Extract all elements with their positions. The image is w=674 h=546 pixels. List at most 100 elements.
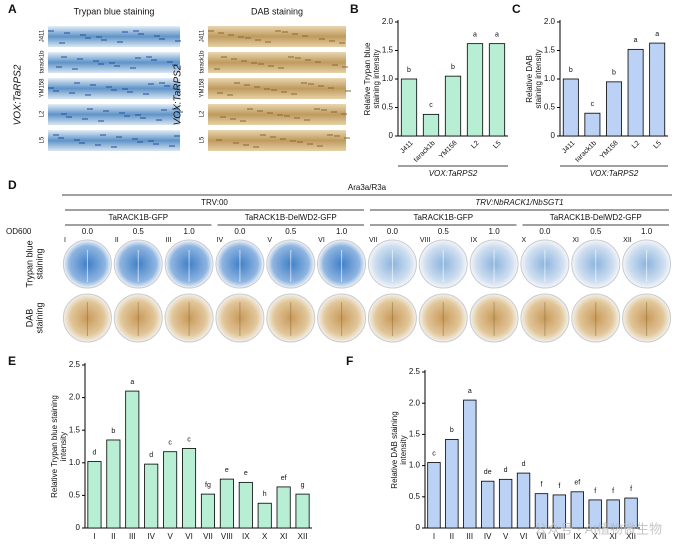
bar	[295, 493, 310, 529]
row-label: J411	[40, 29, 46, 42]
stain-strip	[48, 26, 180, 47]
stain-speck	[79, 142, 85, 144]
y-tick-label: 1.5	[69, 425, 81, 434]
stain-speck	[327, 134, 333, 136]
stain-speck	[314, 108, 320, 110]
sample-label: VI	[318, 237, 325, 244]
stain-speck	[175, 40, 181, 42]
panel-title: Trypan blue staining	[74, 6, 155, 16]
stain-speck	[133, 30, 139, 32]
stain-speck	[77, 58, 83, 60]
x-tick-label: I	[433, 532, 435, 541]
stain-speck	[275, 30, 281, 32]
bar	[219, 478, 234, 529]
stain-speck	[69, 92, 75, 94]
stain-speck	[295, 57, 301, 59]
stain-speck	[208, 30, 214, 32]
y-axis-title: intensity	[59, 432, 68, 461]
stain-speck	[114, 65, 120, 67]
stain-speck	[161, 109, 167, 111]
stain-speck	[247, 108, 253, 110]
stain-speck	[56, 66, 62, 68]
stain-speck	[143, 93, 149, 95]
y-tick-label: 0.5	[409, 492, 421, 501]
stain-speck	[244, 84, 250, 86]
panel-letter: B	[350, 2, 359, 16]
bar	[606, 81, 622, 137]
x-tick-label: V	[503, 532, 509, 541]
bar-annotation: c	[187, 436, 191, 443]
stain-speck	[159, 82, 165, 84]
x-tick-label: III	[129, 532, 136, 541]
sample-label: X	[522, 237, 527, 244]
stain-speck	[85, 94, 91, 96]
bar	[422, 113, 440, 137]
stain-speck	[292, 33, 298, 35]
y-tick-label: 0.5	[69, 491, 81, 500]
y-tick-label: 2.0	[544, 17, 556, 26]
stain-speck	[291, 93, 297, 95]
subgroup-label: TaRACK1B-GFP	[413, 213, 473, 222]
stain-speck	[137, 141, 143, 143]
bar-annotation: h	[263, 491, 267, 498]
sample-label: XI	[572, 237, 579, 244]
x-tick-label: VI	[520, 532, 528, 541]
y-tick-label: 0.5	[382, 103, 394, 112]
bar	[200, 493, 215, 529]
x-tick-label: tarack1b	[574, 140, 598, 164]
stain-speck	[135, 114, 141, 116]
y-axis-title: intensity	[399, 435, 408, 464]
group-label: TRV:NbRACK1/NbSGT1	[475, 198, 563, 207]
stain-speck	[109, 62, 115, 64]
stain-speck	[80, 34, 86, 36]
x-tick-label: L5	[492, 140, 503, 151]
x-tick-label: VIII	[553, 532, 565, 541]
y-axis-title: staining intensity	[372, 49, 381, 108]
bar	[488, 43, 506, 137]
bar-annotation: a	[495, 32, 499, 39]
stain-speck	[59, 42, 65, 44]
stain-speck	[332, 64, 338, 66]
row-label: tarack1b	[200, 50, 206, 74]
panel-letter: E	[8, 354, 16, 368]
x-tick-label: L2	[470, 140, 481, 151]
row-label: L2	[200, 110, 206, 117]
stain-speck	[85, 37, 91, 39]
y-tick-label: 1.0	[409, 461, 421, 470]
stain-speck	[214, 68, 220, 70]
bar	[87, 461, 102, 529]
bar-annotation: a	[655, 31, 659, 38]
side-label: VOX:TaRPS2	[13, 64, 24, 125]
stain-speck	[164, 85, 170, 87]
x-tick-label: X	[262, 532, 268, 541]
stain-speck	[294, 117, 300, 119]
bar-annotation: d	[93, 449, 97, 456]
stain-speck	[243, 144, 249, 146]
bar-annotation: d	[522, 461, 526, 468]
y-axis-title: Relative DAB	[525, 55, 534, 103]
bar-annotation: a	[473, 32, 477, 39]
y-tick-label: 1.5	[382, 46, 394, 55]
x-tick-label: II	[450, 532, 454, 541]
stain-speck	[257, 110, 263, 112]
bar-annotation: e	[244, 470, 248, 477]
y-tick-label: 1.0	[544, 74, 556, 83]
stain-speck	[48, 87, 54, 89]
stain-speck	[103, 110, 109, 112]
bar	[444, 75, 462, 137]
x-tick-label: III	[466, 532, 473, 541]
x-tick-label: tarack1b	[413, 140, 437, 164]
bar-annotation: b	[450, 427, 454, 434]
x-tick-label: XII	[298, 532, 308, 541]
stain-speck	[127, 91, 133, 93]
y-tick-label: 0	[551, 131, 556, 140]
stain-speck	[253, 146, 259, 148]
stain-speck	[82, 118, 88, 120]
stain-speck	[132, 138, 138, 140]
stain-speck	[90, 84, 96, 86]
stain-speck	[233, 142, 239, 144]
bar-annotation: fg	[205, 482, 211, 489]
y-tick-label: 2.0	[409, 398, 421, 407]
stain-speck	[230, 118, 236, 120]
bar	[466, 43, 484, 137]
